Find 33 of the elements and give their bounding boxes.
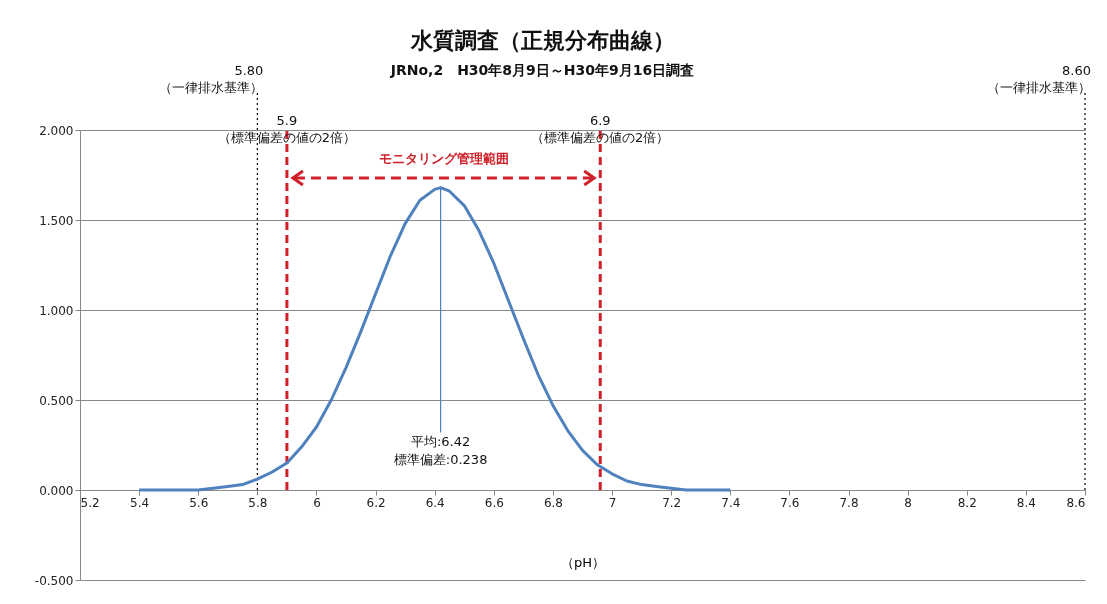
x-tick-label: 5.2 [80,495,100,510]
y-tick-label: 1.500 [39,213,74,228]
x-tick-label: 7.2 [662,495,682,510]
ref-line-label: 5.9 （標準偏差の値の2倍） [217,113,357,145]
x-tick-label: 7.4 [721,495,741,510]
x-tick-label: 6.8 [543,495,563,510]
y-tick-label: 0.500 [39,393,74,408]
x-tick-label: 6.6 [484,495,504,510]
x-tick-label: 6.4 [425,495,445,510]
x-tick-label: 5.8 [248,495,268,510]
chart-subtitle: JRNo,2 H30年8月9日～H30年9月16日調査 [389,62,695,78]
annotation: 平均:6.42 標準偏差:0.238 [393,434,488,467]
y-tick-label: -0.500 [34,573,74,588]
x-tick-label: 8 [904,495,912,510]
x-tick-label: 5.6 [189,495,209,510]
x-tick-label: 7.6 [780,495,800,510]
ref-line-label: 5.80 （一律排水基準） [159,63,264,95]
x-tick-label: 8.4 [1016,495,1036,510]
x-tick-label: 8.6 [1066,495,1086,510]
y-tick-label: 1.000 [39,303,74,318]
x-axis-title: （pH） [560,554,606,570]
y-tick-label: 2.000 [39,123,74,138]
chart-title: 水質調査（正規分布曲線） [409,28,675,53]
x-tick-label: 8.2 [957,495,977,510]
x-tick-label: 7 [608,495,617,510]
x-tick-label: 6 [313,495,321,510]
x-tick-label: 6.2 [366,495,386,510]
ref-line-label: 8.60 （一律排水基準） [987,63,1091,95]
x-tick-label: 5.4 [130,495,150,510]
x-tick-label: 7.8 [839,495,859,510]
annotation: モニタリング管理範囲 [378,151,509,166]
ref-line-label: 6.9 （標準偏差の値の2倍） [531,113,670,145]
y-tick-label: 0.000 [39,483,74,498]
